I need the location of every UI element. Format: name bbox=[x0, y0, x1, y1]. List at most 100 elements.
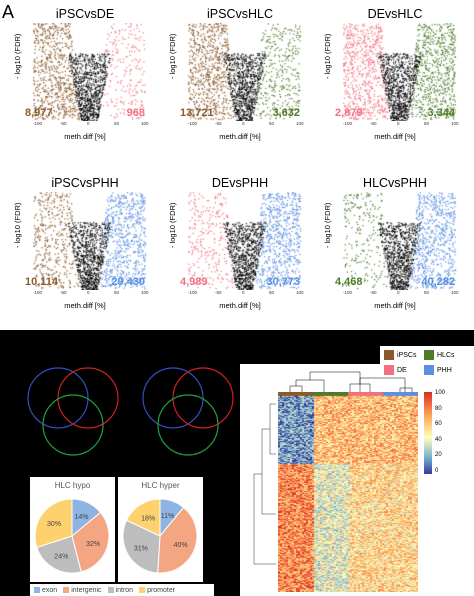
pie-legend-label: intron bbox=[115, 586, 134, 594]
pie-slice-label: 32% bbox=[86, 541, 100, 548]
y-axis-label: - log10 (FDR) bbox=[168, 33, 177, 79]
pie-legend-swatch bbox=[34, 587, 40, 593]
x-tick-label: 0 bbox=[397, 121, 400, 126]
dendrograms bbox=[253, 371, 413, 565]
heatmap-legend-label: HLCs bbox=[437, 351, 455, 359]
pie-svg: 11% 40% 31% 18% bbox=[122, 498, 198, 574]
x-tick-label: 0 bbox=[87, 290, 90, 295]
venn-circle-blue bbox=[142, 367, 204, 429]
pie-slice-intergenic bbox=[71, 511, 110, 573]
volcano-title: HLCvsPHH bbox=[363, 176, 427, 190]
pie-legend-swatch bbox=[107, 587, 114, 593]
left-count: 4,989 bbox=[180, 276, 208, 288]
heatmap-legend-swatch bbox=[384, 350, 394, 360]
pie-legend-label: intergenic bbox=[71, 586, 102, 594]
x-tick-label: -100 bbox=[33, 121, 43, 126]
left-count: 13,721 bbox=[180, 107, 214, 119]
x-axis-label: meth.diff [%] bbox=[64, 132, 106, 141]
right-count: 40,282 bbox=[421, 276, 455, 288]
x-tick-label: -50 bbox=[370, 121, 377, 126]
pie-slice-label: 24% bbox=[54, 553, 68, 560]
row-dendrogram bbox=[253, 403, 276, 565]
x-tick-label: 0 bbox=[397, 290, 400, 295]
volcano-plot: iPSCvsHLC - log10 (FDR) meth.diff [%] -100 -… bbox=[168, 3, 310, 155]
panel-letter: A bbox=[2, 2, 15, 22]
x-tick-label: -100 bbox=[343, 121, 353, 126]
pie-slice-label: 31% bbox=[134, 545, 148, 552]
x-axis-label: meth.diff [%] bbox=[374, 132, 416, 141]
right-count: 29,430 bbox=[111, 276, 145, 288]
volcano-plot: DEvsPHH - log10 (FDR) meth.diff [%] -100 -50… bbox=[168, 172, 310, 324]
heatmap-legend-label: PHH bbox=[437, 366, 452, 374]
pie-slice-label: 18% bbox=[141, 515, 155, 522]
venn-circle-green bbox=[157, 394, 219, 456]
right-count: 968 bbox=[126, 107, 145, 119]
pie-title: HLC hyper bbox=[141, 481, 180, 490]
volcano-title: iPSCvsPHH bbox=[51, 176, 119, 190]
pie-slice-label: 11% bbox=[161, 513, 175, 520]
colorbar-tick: 80 bbox=[435, 405, 442, 412]
colorbar-tick: 40 bbox=[435, 436, 442, 443]
x-tick-label: 50 bbox=[424, 121, 430, 126]
heatmap-legend-swatch bbox=[424, 365, 434, 375]
right-count: 3,344 bbox=[427, 107, 455, 119]
y-axis-label: - log10 (FDR) bbox=[323, 33, 332, 79]
pie-slice-intron bbox=[36, 535, 82, 574]
volcano-plot: iPSCvsPHH - log10 (FDR) meth.diff [%] -100 -… bbox=[13, 172, 155, 324]
colorbar bbox=[424, 392, 432, 474]
y-axis-label: - log10 (FDR) bbox=[323, 202, 332, 248]
left-count: 10,114 bbox=[25, 276, 59, 288]
pie-slice-label: 40% bbox=[174, 542, 188, 549]
volcano-title: DEvsHLC bbox=[367, 7, 423, 21]
heatmap-legend-item: HLCs bbox=[424, 350, 455, 360]
x-tick-label: 0 bbox=[242, 121, 245, 126]
left-count: 2,879 bbox=[335, 107, 363, 119]
colorbar-tick: 20 bbox=[435, 452, 442, 458]
venn-circle-blue bbox=[27, 367, 89, 429]
x-tick-label: 100 bbox=[141, 121, 149, 126]
right-count: 30,773 bbox=[266, 276, 300, 288]
x-tick-label: -50 bbox=[60, 290, 67, 295]
x-tick-label: 50 bbox=[269, 121, 275, 126]
right-count: 3,632 bbox=[272, 107, 300, 119]
venn-diagrams bbox=[27, 367, 234, 456]
pie-legend-item: intergenic bbox=[63, 586, 102, 594]
pie-slice-promoter bbox=[34, 498, 73, 549]
x-tick-label: 100 bbox=[451, 290, 459, 295]
volcano-plot: HLCvsPHH - log10 (FDR) meth.diff [%] -100 -5… bbox=[323, 172, 465, 324]
x-tick-label: -50 bbox=[370, 290, 377, 295]
y-axis-label: - log10 (FDR) bbox=[13, 202, 22, 248]
pie-slice-intron bbox=[122, 519, 161, 574]
pie-slice-label: 30% bbox=[47, 521, 61, 528]
pie-legend-label: exon bbox=[42, 586, 58, 594]
scatter-points bbox=[186, 192, 302, 290]
x-tick-label: -50 bbox=[60, 121, 67, 126]
x-tick-label: 50 bbox=[114, 121, 120, 126]
pie-title: HLC hypo bbox=[54, 481, 91, 490]
venn-circle-green bbox=[42, 394, 104, 456]
pie-legend-swatch bbox=[139, 587, 146, 593]
heatmap-legend-item: PHH bbox=[424, 365, 452, 375]
heatmap-legend-label: DE bbox=[397, 366, 407, 374]
pie-chart: HLC hypo 14% 32% 24% 30% bbox=[30, 477, 115, 582]
x-tick-label: -50 bbox=[215, 121, 222, 126]
pie-slice-promoter bbox=[125, 498, 161, 537]
x-tick-label: 100 bbox=[451, 121, 459, 126]
x-axis-label: meth.diff [%] bbox=[219, 301, 261, 310]
x-axis-label: meth.diff [%] bbox=[374, 301, 416, 310]
pie-chart: HLC hyper 11% 40% 31% 18% bbox=[118, 477, 203, 582]
x-axis-label: meth.diff [%] bbox=[219, 132, 261, 141]
volcano-plot: DEvsHLC - log10 (FDR) meth.diff [%] -100 -50… bbox=[323, 3, 465, 155]
venn-circle-red bbox=[172, 367, 234, 429]
x-tick-label: -100 bbox=[343, 290, 353, 295]
colorbar-tick: 100 bbox=[435, 390, 446, 396]
venn-circle-red bbox=[57, 367, 119, 429]
heatmap-legend-item: DE bbox=[384, 365, 407, 375]
x-tick-label: 0 bbox=[242, 290, 245, 295]
pie-legend-item: intron bbox=[107, 586, 134, 594]
pie-svg: 14% 32% 24% 30% bbox=[34, 498, 110, 574]
pie-legend-item: promoter bbox=[139, 587, 175, 594]
x-tick-label: 50 bbox=[424, 290, 430, 295]
pie-legend-swatch bbox=[63, 587, 70, 593]
left-count: 4,468 bbox=[335, 276, 363, 288]
